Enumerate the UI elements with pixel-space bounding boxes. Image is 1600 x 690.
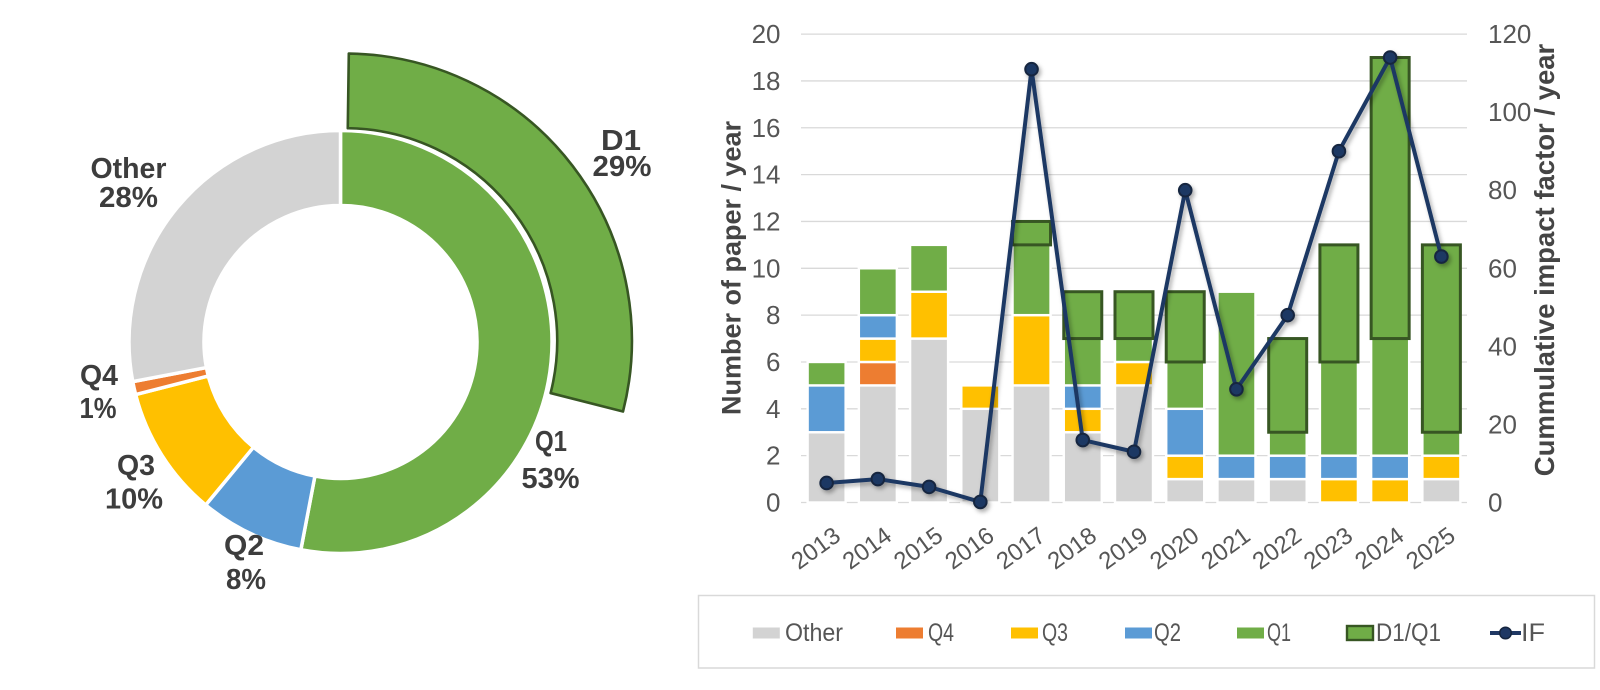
svg-text:40: 40	[1488, 331, 1517, 361]
svg-text:Other: Other	[785, 619, 843, 647]
svg-text:12: 12	[752, 206, 781, 236]
svg-text:10%: 10%	[105, 484, 163, 516]
svg-text:Other: Other	[91, 153, 167, 185]
svg-text:Q1: Q1	[1267, 619, 1291, 647]
svg-text:120: 120	[1488, 19, 1531, 49]
svg-text:14: 14	[752, 160, 781, 190]
svg-text:18: 18	[752, 66, 781, 96]
svg-text:8: 8	[766, 300, 780, 330]
svg-text:53%: 53%	[522, 463, 580, 495]
svg-text:Number of paper / year: Number of paper / year	[717, 120, 747, 415]
svg-text:10: 10	[752, 253, 781, 283]
svg-text:8%: 8%	[226, 564, 266, 596]
svg-text:2: 2	[766, 441, 780, 471]
svg-text:28%: 28%	[99, 182, 158, 214]
svg-text:4: 4	[766, 394, 780, 424]
svg-text:80: 80	[1488, 175, 1517, 205]
svg-text:1%: 1%	[80, 393, 117, 425]
svg-text:20: 20	[752, 19, 781, 49]
svg-text:Q2: Q2	[224, 530, 264, 562]
svg-text:100: 100	[1488, 97, 1531, 127]
svg-text:Q4: Q4	[80, 360, 118, 392]
svg-text:6: 6	[766, 347, 780, 377]
svg-text:D1/Q1: D1/Q1	[1376, 619, 1441, 647]
svg-text:Q3: Q3	[1042, 619, 1068, 647]
svg-text:Q2: Q2	[1154, 619, 1181, 647]
svg-text:Q1: Q1	[535, 426, 567, 458]
svg-text:60: 60	[1488, 253, 1517, 283]
svg-text:16: 16	[752, 113, 781, 143]
svg-text:29%: 29%	[593, 151, 652, 183]
svg-text:Q3: Q3	[117, 450, 155, 482]
svg-text:20: 20	[1488, 409, 1517, 439]
svg-text:Q4: Q4	[928, 619, 954, 647]
svg-text:0: 0	[1488, 488, 1502, 518]
svg-text:Cummulative impact factor / ye: Cummulative impact factor / year	[1529, 43, 1560, 476]
svg-text:0: 0	[766, 488, 780, 518]
svg-text:IF: IF	[1521, 619, 1545, 647]
svg-text:D1: D1	[601, 125, 641, 157]
